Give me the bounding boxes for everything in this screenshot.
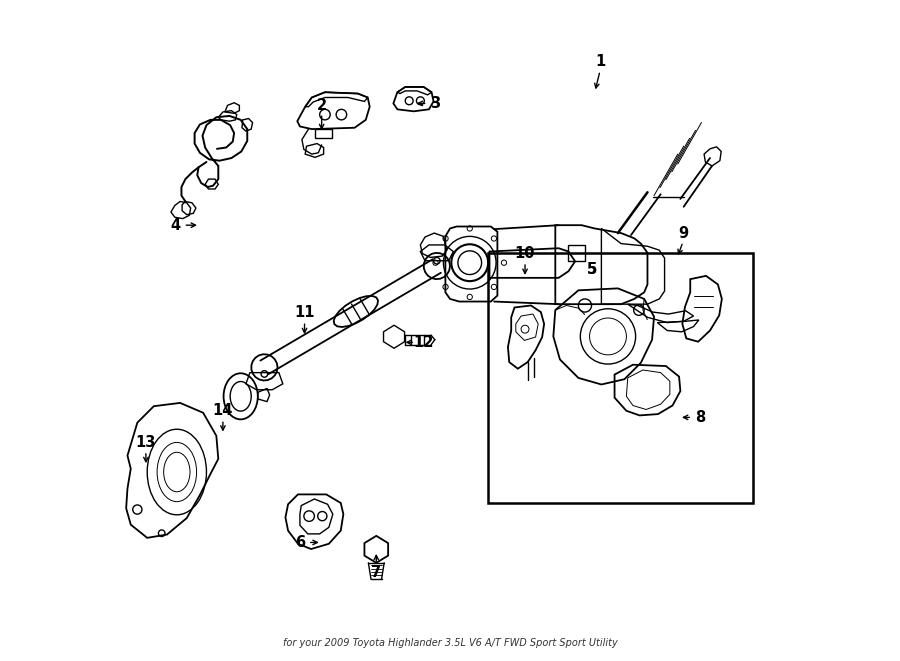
Text: 7: 7 xyxy=(371,564,382,580)
Text: 12: 12 xyxy=(413,335,433,350)
Text: for your 2009 Toyota Highlander 3.5L V6 A/T FWD Sport Sport Utility: for your 2009 Toyota Highlander 3.5L V6 … xyxy=(283,638,617,648)
Text: 5: 5 xyxy=(587,262,598,278)
Text: 8: 8 xyxy=(695,410,706,425)
Text: 9: 9 xyxy=(678,225,688,241)
Bar xyxy=(488,253,752,503)
Text: 10: 10 xyxy=(515,246,536,261)
Text: 2: 2 xyxy=(317,98,327,113)
Text: 1: 1 xyxy=(595,54,605,69)
Text: 6: 6 xyxy=(295,535,305,550)
Text: 13: 13 xyxy=(136,435,156,450)
Text: 11: 11 xyxy=(294,305,315,320)
Text: 3: 3 xyxy=(430,96,441,111)
Text: 4: 4 xyxy=(170,217,181,233)
Text: 5: 5 xyxy=(587,262,598,278)
Text: 14: 14 xyxy=(212,403,233,418)
